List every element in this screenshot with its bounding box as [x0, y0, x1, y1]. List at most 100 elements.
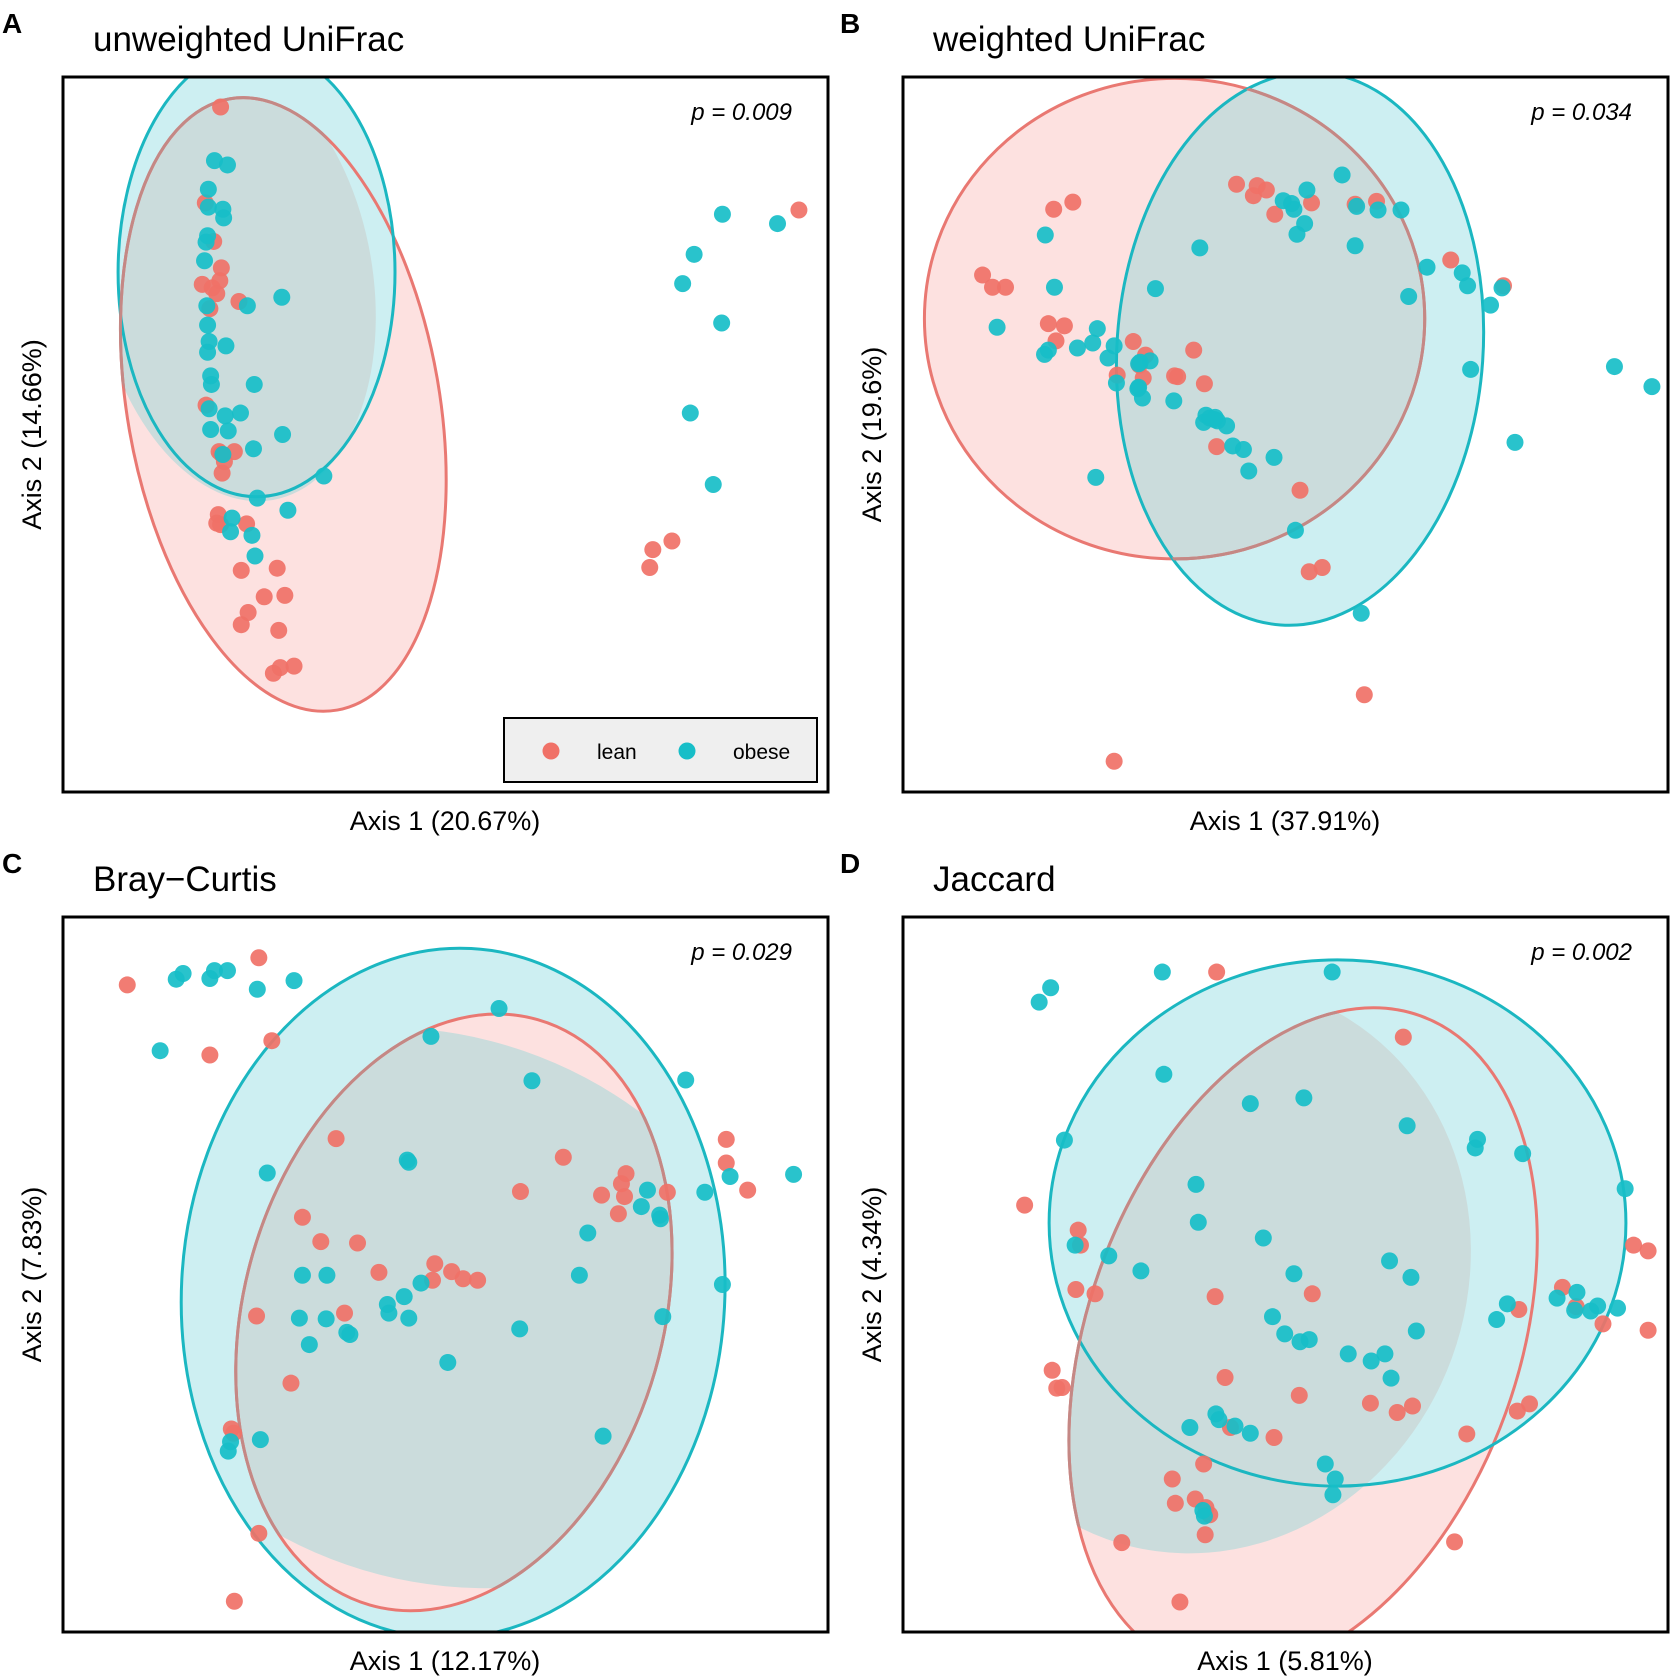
point-obese-b-45 — [1453, 264, 1471, 282]
point-obese-c-5 — [248, 980, 266, 998]
point-obese-d-41 — [1210, 1411, 1228, 1429]
point-obese-a-27 — [315, 467, 333, 485]
point-obese-d-13 — [1469, 1130, 1487, 1148]
point-obese-c-41 — [219, 1442, 237, 1460]
point-lean-c-9 — [616, 1188, 634, 1206]
ellipse-overlap-b — [1098, 78, 1425, 559]
point-obese-c-9 — [422, 1027, 440, 1045]
point-obese-a-10 — [238, 297, 256, 315]
point-lean-b-9 — [1266, 205, 1284, 223]
point-obese-a-29 — [279, 501, 297, 519]
point-obese-b-46 — [1493, 279, 1511, 297]
point-obese-d-5 — [1241, 1095, 1259, 1113]
point-obese-a-18 — [202, 375, 220, 393]
point-lean-c-31 — [336, 1304, 354, 1322]
point-obese-d-10 — [1398, 1117, 1416, 1135]
point-obese-a-11 — [273, 288, 291, 306]
point-lean-d-29 — [1195, 1455, 1213, 1473]
point-obese-c-4 — [218, 962, 236, 980]
panel-a: A unweighted UniFrac p = 0.009 Axis 1 (2… — [2, 8, 830, 836]
point-obese-d-0 — [1153, 963, 1171, 981]
point-obese-a-20 — [216, 407, 234, 425]
x-axis-label-a: Axis 1 (20.67%) — [350, 806, 541, 836]
point-obese-b-3 — [988, 318, 1006, 336]
point-obese-a-36 — [685, 245, 703, 263]
point-obese-b-40 — [1369, 201, 1387, 219]
point-obese-d-26 — [1582, 1302, 1600, 1320]
panel-letter-c: C — [2, 848, 22, 879]
point-obese-b-35 — [1285, 200, 1303, 218]
plot-frame-b — [901, 75, 1670, 794]
point-obese-b-34 — [1298, 181, 1316, 199]
point-lean-b-29 — [1300, 563, 1318, 581]
point-obese-b-4 — [1088, 320, 1106, 338]
point-obese-b-28 — [1240, 462, 1258, 480]
p-value-a: p = 0.009 — [690, 99, 792, 126]
point-obese-d-48 — [1195, 1507, 1213, 1525]
point-lean-a-29 — [264, 664, 282, 682]
point-lean-c-3 — [201, 1046, 219, 1064]
point-obese-d-4 — [1155, 1065, 1173, 1083]
point-lean-d-14 — [1639, 1242, 1657, 1260]
point-lean-a-16 — [213, 464, 231, 482]
point-obese-d-8 — [1189, 1213, 1207, 1231]
point-obese-a-24 — [274, 426, 292, 443]
confidence-ellipses-d — [1047, 958, 1628, 1632]
point-obese-d-31 — [1263, 1308, 1281, 1326]
point-obese-d-7 — [1055, 1131, 1073, 1149]
point-lean-b-25 — [1169, 368, 1187, 386]
point-lean-c-19 — [426, 1255, 444, 1273]
confidence-ellipses-c — [179, 946, 727, 1632]
point-obese-d-24 — [1566, 1301, 1584, 1319]
point-obese-c-33 — [400, 1309, 418, 1327]
p-value-c: p = 0.029 — [690, 939, 792, 966]
point-lean-c-22 — [370, 1263, 388, 1281]
point-lean-c-2 — [263, 1032, 281, 1050]
point-obese-b-49 — [1482, 296, 1500, 314]
point-obese-c-42 — [251, 1431, 269, 1449]
y-axis-label-b: Axis 2 (19.6%) — [857, 347, 887, 523]
point-obese-d-30 — [1407, 1322, 1425, 1340]
point-lean-b-15 — [1039, 315, 1057, 333]
point-obese-c-36 — [341, 1326, 359, 1344]
point-lean-a-0 — [212, 98, 230, 116]
point-obese-c-23 — [293, 1266, 311, 1284]
point-lean-a-30 — [285, 657, 303, 675]
point-lean-c-24 — [469, 1271, 487, 1289]
point-obese-a-21 — [231, 404, 249, 422]
point-obese-d-42 — [1226, 1417, 1244, 1435]
point-lean-b-16 — [1055, 317, 1073, 335]
point-obese-d-1 — [1323, 963, 1341, 981]
point-lean-a-4 — [212, 259, 230, 277]
point-obese-b-53 — [1506, 433, 1524, 451]
point-lean-b-26 — [1195, 375, 1213, 393]
point-obese-b-25 — [1218, 417, 1236, 435]
point-obese-b-52 — [1643, 378, 1661, 396]
point-lean-b-28 — [1291, 481, 1309, 499]
point-obese-b-38 — [1333, 166, 1351, 184]
panel-d: D Jaccard p = 0.002 Axis 1 (5.81%) Axis … — [840, 848, 1670, 1676]
point-obese-c-22 — [579, 1224, 597, 1242]
point-obese-b-51 — [1605, 358, 1623, 376]
point-obese-b-29 — [1087, 468, 1105, 486]
point-obese-d-37 — [1376, 1345, 1394, 1363]
point-obese-d-27 — [1609, 1299, 1627, 1317]
point-lean-d-12 — [1594, 1315, 1612, 1333]
point-obese-c-30 — [380, 1304, 398, 1322]
point-obese-a-32 — [243, 526, 261, 544]
point-lean-a-1 — [790, 201, 808, 219]
legend-swatch-lean — [542, 742, 560, 760]
point-lean-a-23 — [276, 586, 294, 604]
point-obese-d-29 — [1488, 1311, 1506, 1329]
p-value-d: p = 0.002 — [1530, 939, 1632, 966]
point-obese-b-24 — [1195, 413, 1213, 431]
point-lean-c-7 — [612, 1175, 630, 1193]
point-obese-a-8 — [197, 233, 215, 251]
point-obese-b-0 — [1036, 226, 1054, 244]
point-obese-b-30 — [1265, 448, 1283, 466]
x-axis-label-b: Axis 1 (37.91%) — [1190, 806, 1381, 836]
point-lean-d-36 — [1113, 1534, 1131, 1552]
point-obese-b-1 — [1045, 278, 1063, 296]
point-obese-b-13 — [1130, 355, 1148, 373]
